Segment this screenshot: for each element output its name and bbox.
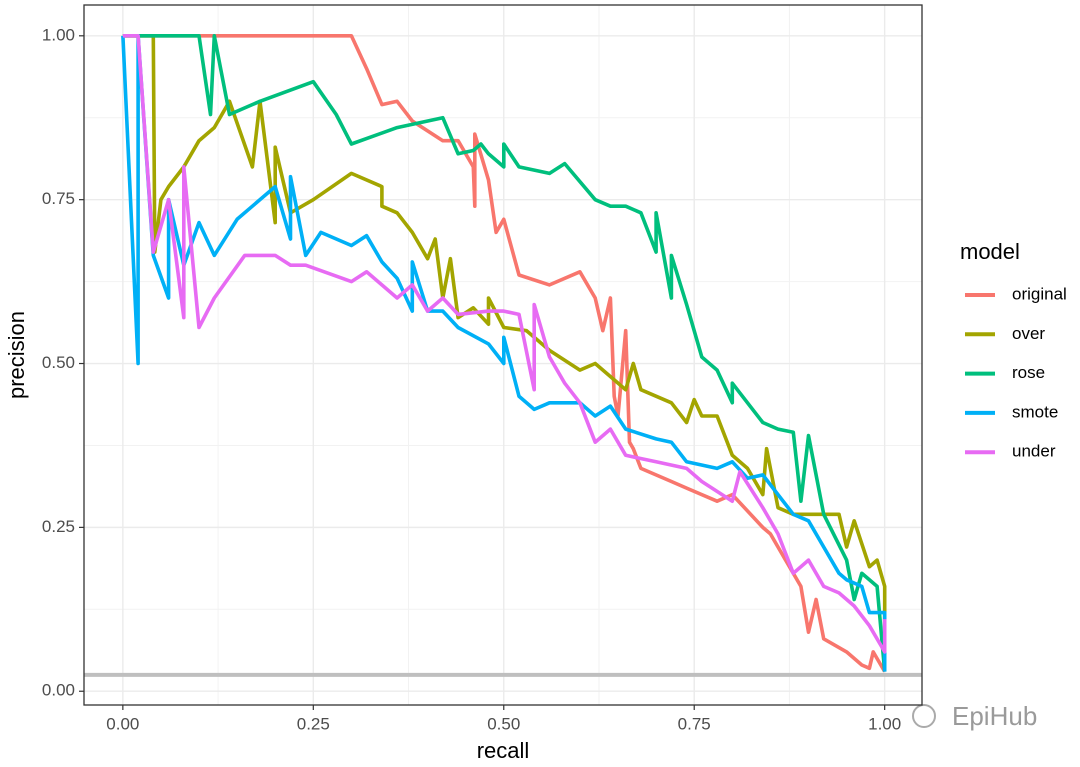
legend-title: model (960, 239, 1020, 264)
legend-label: smote (1012, 402, 1058, 421)
x-tick-label: 1.00 (868, 714, 901, 733)
x-tick-label: 0.50 (487, 714, 520, 733)
y-axis-label: precision (4, 311, 29, 399)
x-axis-label: recall (477, 738, 530, 763)
watermark-icon (912, 704, 936, 728)
y-tick-label: 0.00 (42, 681, 75, 700)
legend-label: rose (1012, 363, 1045, 382)
x-tick-label: 0.75 (678, 714, 711, 733)
panel-border (83, 4, 923, 706)
y-tick-label: 0.25 (42, 517, 75, 536)
series-line (122, 34, 887, 673)
series-line (122, 34, 887, 672)
y-tick-label: 1.00 (42, 25, 75, 44)
series-line (121, 34, 887, 672)
series-line (122, 34, 887, 654)
y-tick-label: 0.50 (42, 353, 75, 372)
x-tick-label: 0.25 (297, 714, 330, 733)
x-tick-label: 0.00 (106, 714, 139, 733)
legend-label: original (1012, 284, 1067, 303)
legend-label: under (1012, 442, 1056, 461)
watermark: EpiHub (952, 701, 1037, 731)
legend-label: over (1012, 324, 1045, 343)
y-tick-label: 0.75 (42, 189, 75, 208)
